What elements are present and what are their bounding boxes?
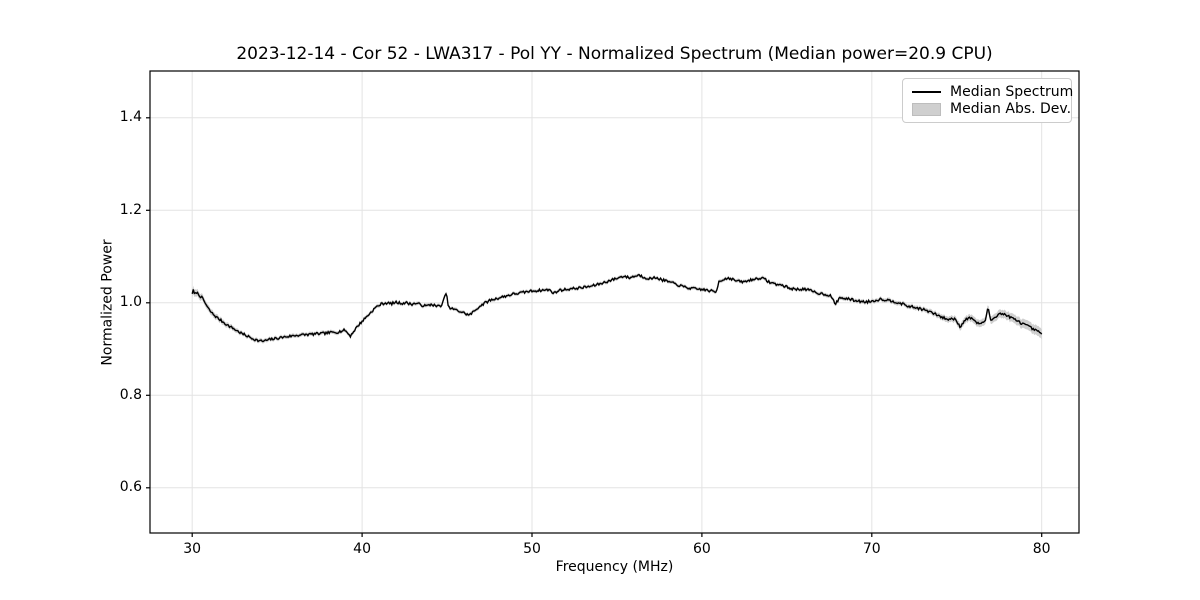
chart-title: 2023-12-14 - Cor 52 - LWA317 - Pol YY - … <box>236 44 993 64</box>
legend-label: Median Spectrum <box>950 83 1074 100</box>
patch-swatch-icon <box>912 102 941 116</box>
x-tick-label: 50 <box>523 541 541 557</box>
legend: Median Spectrum Median Abs. Dev. <box>902 78 1073 123</box>
line-swatch-icon <box>912 90 941 93</box>
x-tick-label: 70 <box>862 541 881 557</box>
y-tick-label: 1.4 <box>119 109 142 126</box>
x-tick-label: 30 <box>183 541 202 557</box>
y-tick-label: 0.6 <box>119 479 142 496</box>
y-tick-label: 1.0 <box>119 294 142 311</box>
y-tick-label: 1.2 <box>119 201 142 218</box>
x-tick-label: 40 <box>353 541 371 557</box>
legend-entry-median-abs-dev: Median Abs. Dev. <box>912 101 1071 119</box>
x-tick-label: 80 <box>1032 541 1051 557</box>
median-spectrum-line <box>191 273 1043 343</box>
legend-entry-median-spectrum: Median Spectrum <box>912 83 1073 101</box>
y-tick-label: 0.8 <box>119 386 142 403</box>
x-axis-label: Frequency (MHz) <box>555 559 674 575</box>
axes-spines <box>149 70 1080 534</box>
x-tick-label: 60 <box>692 541 711 557</box>
legend-label: Median Abs. Dev. <box>950 101 1072 118</box>
